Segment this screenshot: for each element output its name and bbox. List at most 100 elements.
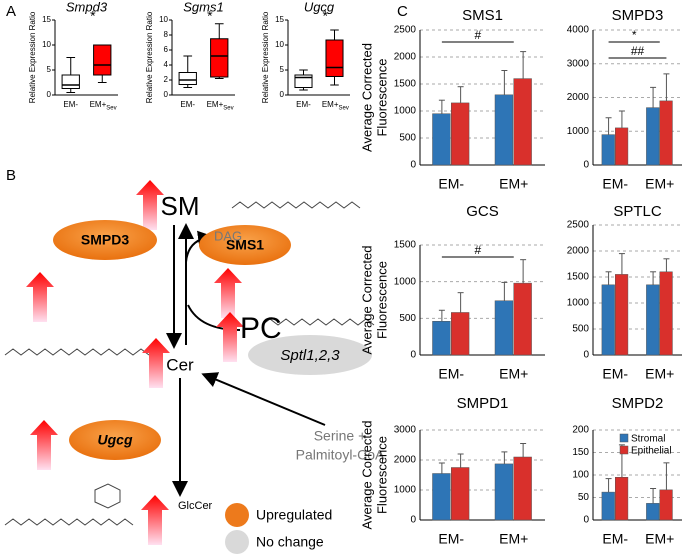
y-axis-label: Average Corrected: [359, 246, 374, 355]
y-axis-label: Fluorescence: [374, 58, 389, 136]
y-tick-label: 5: [280, 65, 285, 74]
bar: [601, 134, 615, 166]
y-tick-label: 500: [572, 324, 589, 335]
y-tick-label: 50: [578, 492, 590, 503]
y-tick-label: 0: [583, 160, 589, 171]
significance: #: [474, 243, 481, 257]
x-tick-label: EM-: [296, 100, 311, 109]
legend-swatch: [619, 445, 629, 455]
x-tick-label: EM+: [322, 100, 339, 109]
up-arrow: [26, 272, 54, 322]
metabolite: GlcCer: [178, 500, 213, 512]
bar: [451, 102, 470, 166]
y-tick-label: 3000: [394, 425, 417, 436]
x-tick-label: EM+: [499, 176, 528, 192]
y-axis-label: Fluorescence: [374, 436, 389, 514]
y-tick-label: 15: [275, 15, 284, 24]
bar: [494, 94, 514, 166]
y-tick-label: 2000: [567, 246, 590, 257]
y-axis-label: Relative Expression Ratio: [261, 11, 270, 103]
bar: [615, 127, 629, 166]
y-tick-label: 2: [164, 75, 169, 84]
bar: [601, 491, 615, 521]
y-tick-label: 15: [42, 15, 51, 24]
bar: [646, 284, 660, 356]
legend-swatch: [225, 503, 249, 527]
up-arrow: [136, 180, 164, 230]
y-tick-label: 0: [410, 350, 416, 361]
chart-title: SMPD2: [612, 395, 664, 412]
up-arrow: [30, 420, 58, 470]
y-tick-label: 0: [583, 350, 589, 361]
y-axis-label: Average Corrected: [359, 43, 374, 152]
panel-label: B: [6, 167, 16, 184]
y-tick-label: 10: [159, 15, 168, 24]
y-tick-label: 6: [164, 45, 169, 54]
metabolite: SM: [161, 191, 200, 221]
box: [210, 38, 229, 78]
y-axis-label: Fluorescence: [374, 261, 389, 339]
chart-title: SMS1: [462, 7, 503, 24]
bar: [432, 113, 451, 166]
legend-swatch: [619, 433, 629, 443]
x-tick-label: EM+: [645, 176, 674, 192]
chart-title: GCS: [466, 203, 499, 220]
y-tick-label: 3000: [567, 58, 590, 69]
legend-label: Epithelial: [631, 446, 672, 457]
legend-swatch: [225, 530, 249, 554]
significance: #: [474, 28, 481, 42]
y-tick-label: 10: [275, 40, 284, 49]
up-arrow: [141, 495, 169, 545]
metabolite: PC: [240, 312, 282, 345]
y-tick-label: 150: [572, 447, 589, 458]
significance: *: [632, 28, 637, 42]
bar: [601, 284, 615, 356]
enzyme-label: Ugcg: [98, 432, 133, 448]
metabolite: Palmitoyl-CoA: [296, 447, 385, 463]
y-tick-label: 200: [572, 425, 589, 436]
bar: [451, 312, 470, 356]
y-tick-label: 1500: [394, 240, 417, 251]
bar: [513, 456, 532, 521]
bar: [494, 463, 514, 521]
y-tick-label: 0: [280, 90, 285, 99]
up-arrow: [142, 338, 170, 388]
metabolite: Cer: [166, 355, 194, 374]
y-tick-label: 1000: [567, 298, 590, 309]
y-tick-label: 1000: [394, 276, 417, 287]
y-tick-label: 0: [410, 515, 416, 526]
y-tick-label: 500: [399, 133, 416, 144]
legend-label: Stromal: [631, 434, 665, 445]
y-tick-label: 0: [164, 90, 169, 99]
y-axis-label: Relative Expression Ratio: [145, 11, 154, 103]
y-tick-label: 2000: [394, 455, 417, 466]
enzyme-node: [69, 420, 161, 460]
y-tick-label: 500: [399, 313, 416, 324]
x-tick-subscript: Sev: [106, 106, 116, 112]
y-tick-label: 4000: [567, 25, 590, 36]
x-tick-subscript: Sev: [339, 106, 349, 112]
significance: *: [322, 8, 328, 24]
chart-title: SMPD1: [457, 395, 509, 412]
up-arrow: [214, 268, 242, 318]
x-tick-label: EM-: [438, 366, 464, 382]
panel-label: C: [397, 3, 408, 20]
metabolite: Serine +: [314, 428, 367, 444]
bar: [451, 467, 470, 521]
structure: [94, 483, 121, 509]
x-tick-label: EM+: [90, 100, 107, 109]
y-tick-label: 8: [164, 30, 169, 39]
chart-title: SPTLC: [613, 203, 662, 220]
y-axis-label: Relative Expression Ratio: [28, 11, 37, 103]
enzyme-node: [53, 220, 157, 260]
y-tick-label: 100: [572, 470, 589, 481]
legend-label: No change: [256, 534, 324, 550]
bar: [615, 274, 629, 356]
bar: [513, 78, 532, 166]
metabolite: DAG: [214, 228, 242, 243]
x-tick-label: EM-: [438, 176, 464, 192]
enzyme-label: SMPD3: [81, 232, 129, 248]
x-tick-label: EM-: [180, 100, 195, 109]
x-tick-label: EM+: [645, 531, 674, 547]
